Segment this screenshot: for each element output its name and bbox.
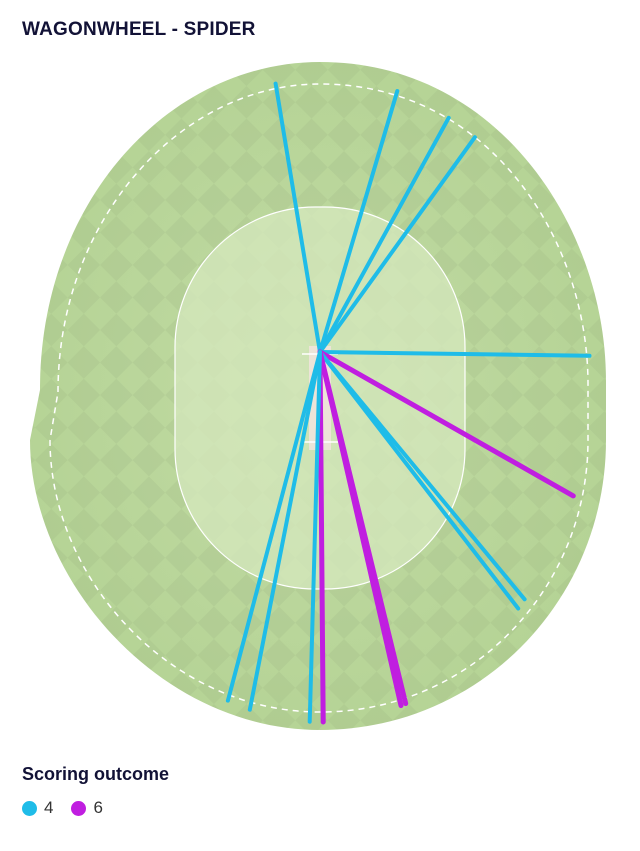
boundary-rope [49,83,589,713]
shot-line-4-3 [318,115,451,354]
shot-line-4-1 [273,81,322,354]
legend: 4 6 [22,798,103,818]
shot-line-4-4 [318,135,477,354]
shot-line-4-8 [318,350,521,611]
shot-line-4-14 [225,350,322,703]
chart-title: WAGONWHEEL - SPIDER [22,19,256,40]
legend-item-4: 4 [22,798,53,818]
legend-dot-4 [22,800,37,816]
shot-line-6-11 [317,349,326,725]
legend-title: Scoring outcome [22,764,170,784]
shot-line-4-2 [318,89,400,354]
shot-lines [225,81,592,725]
shot-line-4-5 [318,350,592,358]
legend-item-6: 6 [71,798,103,818]
cricket-field [30,62,606,730]
shot-line-4-12 [307,350,322,724]
shot-line-6-10 [317,349,404,709]
shot-line-6-6 [317,349,576,499]
legend-label-4: 4 [44,798,54,817]
legend-dot-6 [71,800,87,816]
legend-label-6: 6 [93,798,103,817]
shot-line-4-13 [247,350,322,712]
